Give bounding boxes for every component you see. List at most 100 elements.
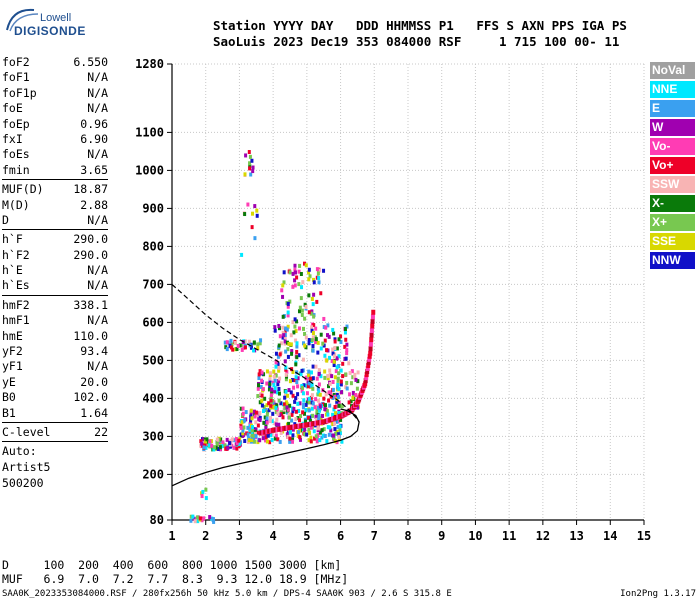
echo-point [336,395,340,400]
echo-point [321,413,325,418]
echo-point [337,434,341,439]
electron-density-profile [171,408,360,487]
echo-point [288,430,292,435]
echo-point [249,172,253,177]
echo-point [229,440,233,445]
echo-point [272,400,276,405]
echo-point [331,379,335,384]
echo-point [249,345,253,350]
echo-point [210,516,214,521]
echo-point [294,396,298,401]
echo-point [293,270,297,275]
echo-point [316,433,320,438]
echo-point [356,370,360,375]
echo-point [258,369,262,374]
echo-point [253,204,257,209]
echo-point [252,340,256,345]
param-value: 6.550 [73,55,108,69]
echo-point [317,368,321,373]
echo-point [251,211,255,216]
echo-point [302,431,306,436]
echo-point [290,426,294,431]
echo-point [283,391,287,396]
f2-trace-point [324,418,329,424]
echo-point [241,411,245,416]
echo-point [324,407,328,412]
echo-point [299,296,303,301]
echo-point [339,390,343,395]
echo-point [330,421,334,426]
echo-point [306,423,310,428]
f2-trace-point [332,415,337,421]
echo-point [283,332,287,337]
echo-point [276,382,280,387]
echo-point [298,263,302,268]
echo-point [200,491,204,496]
echo-point [241,431,245,436]
echo-point [257,437,261,442]
echo-point [198,517,202,522]
echo-point [307,415,311,420]
echo-point [312,313,316,318]
f2-trace-point [357,394,362,400]
echo-point [315,417,319,422]
echo-point [310,400,314,405]
echo-point [203,442,207,447]
f2-trace-point [299,423,304,429]
echo-point [315,408,319,413]
echo-point [228,444,232,449]
f2-trace-point [327,417,332,423]
echo-point [253,430,257,435]
echo-point [310,338,314,343]
echo-point [254,427,258,432]
echo-point [335,346,339,351]
echo-point [306,423,310,428]
echo-point [294,338,298,343]
param-label: yE [2,374,16,389]
echo-point [274,364,278,369]
f2-trace-point [358,393,363,399]
param-label: foF2 [2,55,30,69]
echo-point [308,416,312,421]
f2-trace-point [317,420,322,426]
echo-point [329,390,333,395]
f2-trace-point [366,359,371,365]
echo-point [285,301,289,306]
f2-trace-point [275,427,280,433]
echo-point [249,408,253,413]
echo-point [323,403,327,408]
echo-point [311,302,315,307]
echo-point [246,202,250,207]
echo-point [252,341,256,346]
echo-point [286,407,290,412]
echo-point [310,406,314,411]
echo-point [288,299,292,304]
echo-point [266,431,270,436]
echo-point [262,428,266,433]
echo-point [246,440,250,445]
echo-point [272,405,276,410]
echo-point [291,271,295,276]
param-row: yF1 N/A [2,359,108,374]
echo-point [333,417,337,422]
echo-point [282,280,286,285]
echo-point [285,432,289,437]
echo-point [238,437,242,442]
echo-point [331,416,335,421]
echo-point [226,445,230,450]
echo-point [322,396,326,401]
param-value: 2.88 [80,197,108,212]
echo-point [337,410,341,415]
f2-trace-point [347,408,352,414]
echo-point [192,516,196,521]
echo-point [335,365,339,370]
param-row: h`Es N/A [2,278,108,293]
echo-point [290,349,294,354]
f2-trace-point [371,309,376,315]
legend-entry: Vo- [650,138,695,155]
echo-point [290,351,294,356]
echo-point [308,415,312,420]
echo-point [234,347,238,352]
echo-point [297,408,301,413]
f2-trace-point [283,425,288,431]
